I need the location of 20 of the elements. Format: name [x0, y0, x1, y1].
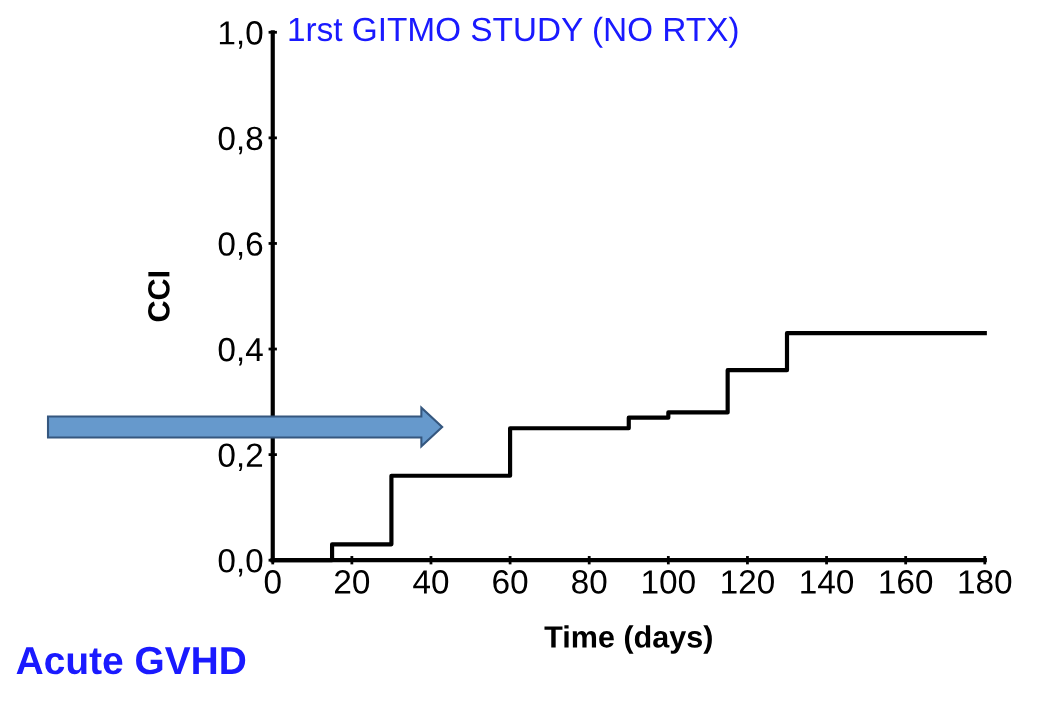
x-tick-label: 40	[413, 570, 449, 594]
y-tick-label: 0,6	[218, 232, 263, 260]
x-tick-label: 140	[801, 570, 854, 594]
x-tick-label: 60	[493, 570, 528, 594]
x-tick-label: 100	[643, 570, 695, 594]
x-axis-title: Time (days)	[544, 625, 712, 654]
y-tick-label: 0,2	[218, 443, 263, 471]
x-tick-label: 120	[722, 570, 774, 594]
y-tick-label: 0,4	[218, 337, 263, 366]
y-tick-label: 1,0	[219, 21, 263, 49]
chart-title: 1rst GITMO STUDY (NO RTX)	[289, 16, 738, 48]
x-tick-label: 160	[880, 570, 933, 594]
text: Acute GVHD	[16, 646, 246, 675]
x-tick-label: 80	[572, 570, 607, 594]
y-tick-label: 0,8	[218, 126, 263, 155]
x-tick-label: 180	[959, 570, 1012, 594]
x-tick-label: 0	[264, 570, 281, 594]
x-tick-label: 20	[335, 570, 370, 594]
y-tick-label: 0,0	[218, 549, 263, 577]
y-axis-title: CCI	[148, 271, 170, 322]
